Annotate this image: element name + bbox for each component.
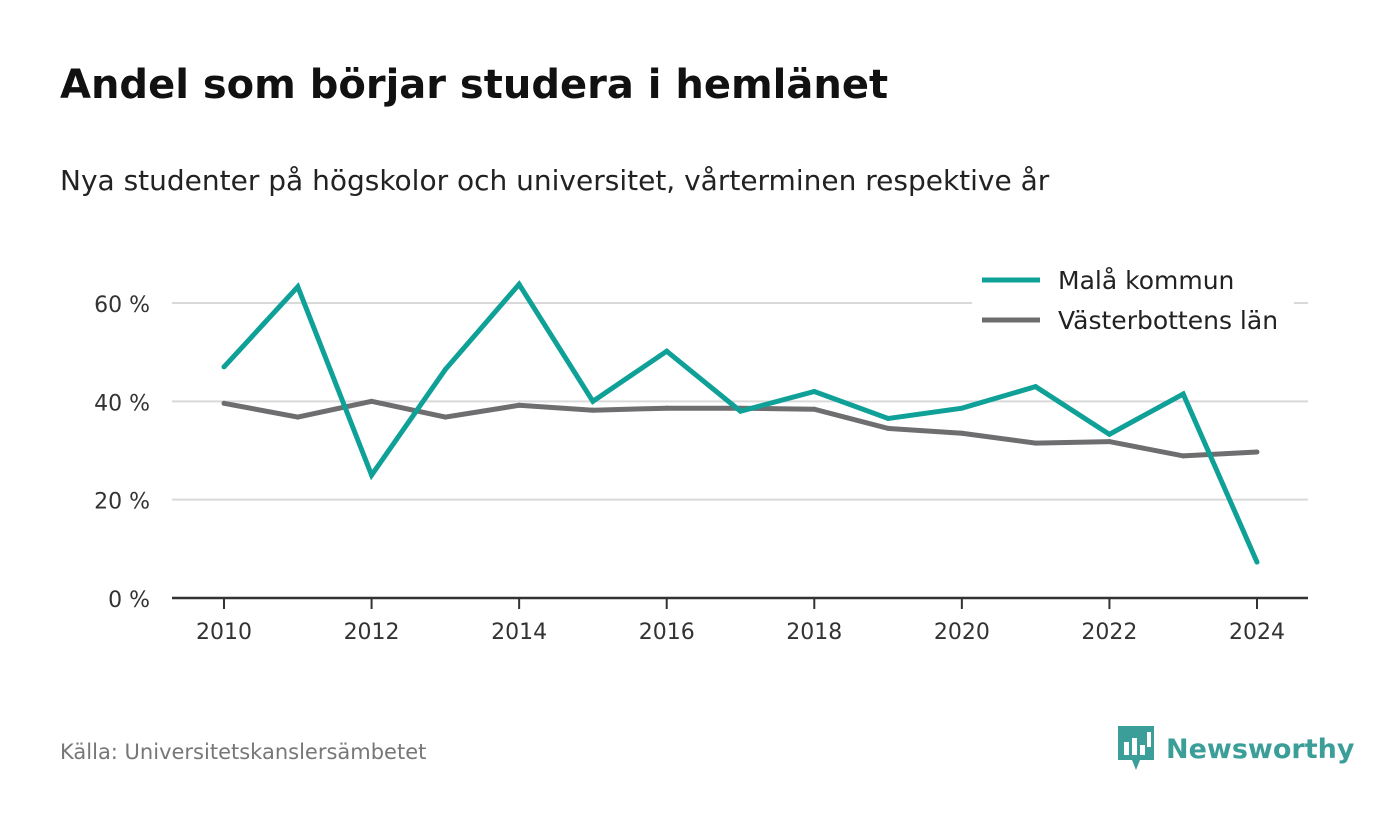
legend-label: Malå kommun	[1058, 266, 1234, 295]
y-tick-label: 0 %	[108, 588, 150, 613]
data-point	[295, 414, 301, 420]
newsworthy-logo-icon	[1118, 726, 1154, 770]
x-tick-label: 2024	[1229, 620, 1285, 645]
data-point	[1033, 440, 1039, 446]
data-point	[1180, 453, 1186, 459]
x-tick-label: 2020	[934, 620, 990, 645]
data-point	[221, 364, 227, 370]
series-lines	[221, 280, 1260, 565]
data-point	[1106, 439, 1112, 445]
data-point	[738, 408, 743, 414]
data-point	[959, 430, 965, 436]
chart-title: Andel som börjar studera i hemlänet	[60, 62, 889, 108]
x-tick-label: 2012	[344, 620, 400, 645]
data-point	[1106, 431, 1112, 437]
axes: 0 % 20 % 40 % 60 % 2010 2012 2014 2016 2018 2020 2…	[94, 293, 1308, 645]
data-point	[369, 472, 375, 478]
x-tick-label: 2010	[196, 620, 252, 645]
y-tick-label: 40 %	[94, 391, 150, 416]
data-point	[295, 284, 301, 290]
data-point	[811, 389, 817, 394]
x-tick-label: 2014	[491, 620, 547, 645]
x-tick-label: 2022	[1081, 620, 1137, 645]
data-point	[1180, 391, 1186, 397]
data-point	[664, 405, 670, 411]
data-point	[664, 348, 670, 354]
data-point	[221, 400, 227, 406]
x-tick-label: 2018	[786, 620, 842, 645]
data-point	[590, 407, 596, 413]
data-point	[885, 416, 891, 422]
y-tick-label: 60 %	[94, 293, 150, 318]
data-point	[811, 406, 817, 412]
data-point	[442, 366, 448, 372]
x-tick-label: 2016	[639, 620, 695, 645]
data-point	[590, 398, 596, 404]
y-tick-label: 20 %	[94, 490, 150, 515]
data-point	[442, 414, 448, 420]
data-point	[1254, 559, 1260, 565]
data-point	[516, 402, 522, 408]
data-point	[885, 425, 891, 431]
source-note: Källa: Universitetskanslersämbetet	[60, 740, 427, 764]
chart-subtitle: Nya studenter på högskolor och universit…	[60, 164, 1050, 197]
data-point	[1254, 449, 1260, 455]
data-point	[516, 281, 522, 287]
data-point	[1033, 384, 1039, 390]
legend-background	[972, 255, 1294, 343]
data-point	[369, 398, 375, 404]
brand-logo[interactable]: Newsworthy	[1118, 726, 1354, 772]
legend: Malå kommun Västerbottens län	[972, 255, 1294, 343]
brand-name: Newsworthy	[1166, 733, 1355, 765]
legend-label: Västerbottens län	[1058, 306, 1278, 335]
data-point	[959, 405, 965, 411]
